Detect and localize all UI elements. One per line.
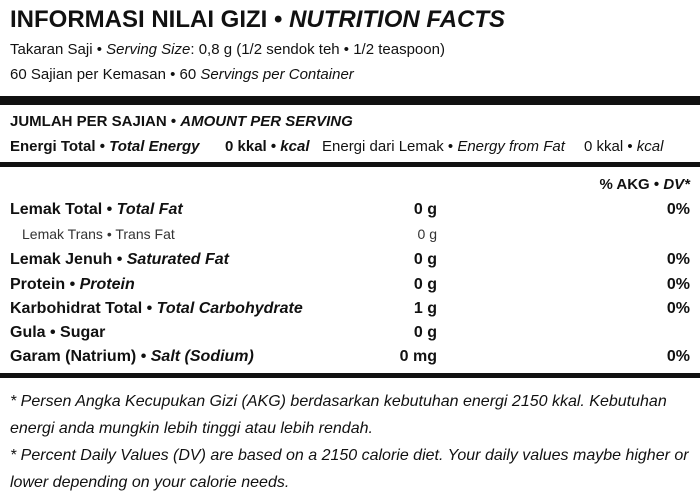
text: Energi Total • <box>10 138 110 155</box>
energy-fat-value: 0 kkal • kcal <box>584 138 663 155</box>
amount: 0 g <box>413 251 437 268</box>
dv: 0% <box>666 201 690 218</box>
amount: 1 g <box>413 300 437 317</box>
divider <box>0 162 700 167</box>
text: Protein <box>79 276 135 293</box>
dv: 0% <box>666 348 690 365</box>
text: Lemak Trans • <box>22 226 116 242</box>
amount: 0 g <box>417 226 437 242</box>
text: Serving Size <box>106 41 191 58</box>
energy-line: Energi Total • Total Energy <box>10 138 199 155</box>
divider <box>0 373 700 378</box>
dv: 0% <box>666 300 690 317</box>
text: Total Energy <box>109 138 200 155</box>
text: Total Fat <box>116 201 183 218</box>
dv: 0% <box>666 251 690 268</box>
text: Lemak Total • <box>10 201 117 218</box>
energy-fat: Energi dari Lemak • Energy from Fat <box>322 138 565 155</box>
text: JUMLAH PER SAJIAN • <box>10 113 181 130</box>
title-en: NUTRITION FACTS <box>289 6 506 33</box>
energy-value: 0 kkal • kcal <box>225 138 310 155</box>
text: Takaran Saji • <box>10 41 107 58</box>
text: 0 kkal • <box>584 138 637 155</box>
text: Energi dari Lemak • <box>322 138 458 155</box>
text: Total Carbohydrate <box>156 300 303 317</box>
nutrient-row: Gula • Sugar 0 g <box>10 324 690 348</box>
text: Garam (Natrium) • <box>10 348 151 365</box>
servings: 60 Sajian per Kemasan • 60 Servings per … <box>10 66 354 83</box>
text: Salt (Sodium) <box>150 348 254 365</box>
text: Gula • Sugar <box>10 324 106 341</box>
text: kcal <box>280 138 310 155</box>
nutrient-row: Lemak Total • Total Fat 0 g 0% <box>10 201 690 225</box>
nutrient-row: Lemak Trans • Trans Fat 0 g <box>10 226 690 250</box>
text: 60 Sajian per Kemasan • 60 <box>10 66 201 83</box>
dv: 0% <box>666 276 690 293</box>
dv-header: % AKG • DV* <box>599 176 690 193</box>
text: kcal <box>636 138 664 155</box>
text: DV* <box>663 176 690 193</box>
text: 0 kkal • <box>225 138 281 155</box>
text: Energy from Fat <box>457 138 565 155</box>
text: : 0,8 g (1/2 sendok teh • 1/2 teaspoon) <box>190 41 445 58</box>
text: Protein • <box>10 276 80 293</box>
text: Servings per Container <box>200 66 354 83</box>
amount: 0 g <box>413 201 437 218</box>
title-id: INFORMASI NILAI GIZI • <box>10 6 283 33</box>
amount: 0 mg <box>399 348 437 365</box>
divider <box>0 96 700 105</box>
title: INFORMASI NILAI GIZI • NUTRITION FACTS <box>10 6 505 34</box>
amount-heading: JUMLAH PER SAJIAN • AMOUNT PER SERVING <box>10 113 353 130</box>
footnote: * Percent Daily Values (DV) are based on… <box>10 447 689 491</box>
text: AMOUNT PER SERVING <box>180 113 353 130</box>
text: % AKG • <box>599 176 664 193</box>
nutrient-row: Protein • Protein 0 g 0% <box>10 276 690 300</box>
amount: 0 g <box>413 276 437 293</box>
nutrient-row: Garam (Natrium) • Salt (Sodium) 0 mg 0% <box>10 348 690 372</box>
text: Trans Fat <box>115 226 175 242</box>
text: Lemak Jenuh • <box>10 251 127 268</box>
nutrient-row: Karbohidrat Total • Total Carbohydrate 1 … <box>10 300 690 324</box>
text: Saturated Fat <box>126 251 229 268</box>
serving-size: Takaran Saji • Serving Size: 0,8 g (1/2 … <box>10 41 445 58</box>
text: Karbohidrat Total • <box>10 300 157 317</box>
amount: 0 g <box>413 324 437 341</box>
footnote: * Persen Angka Kecupukan Gizi (AKG) berd… <box>10 393 667 437</box>
nutrient-row: Lemak Jenuh • Saturated Fat 0 g 0% <box>10 251 690 275</box>
